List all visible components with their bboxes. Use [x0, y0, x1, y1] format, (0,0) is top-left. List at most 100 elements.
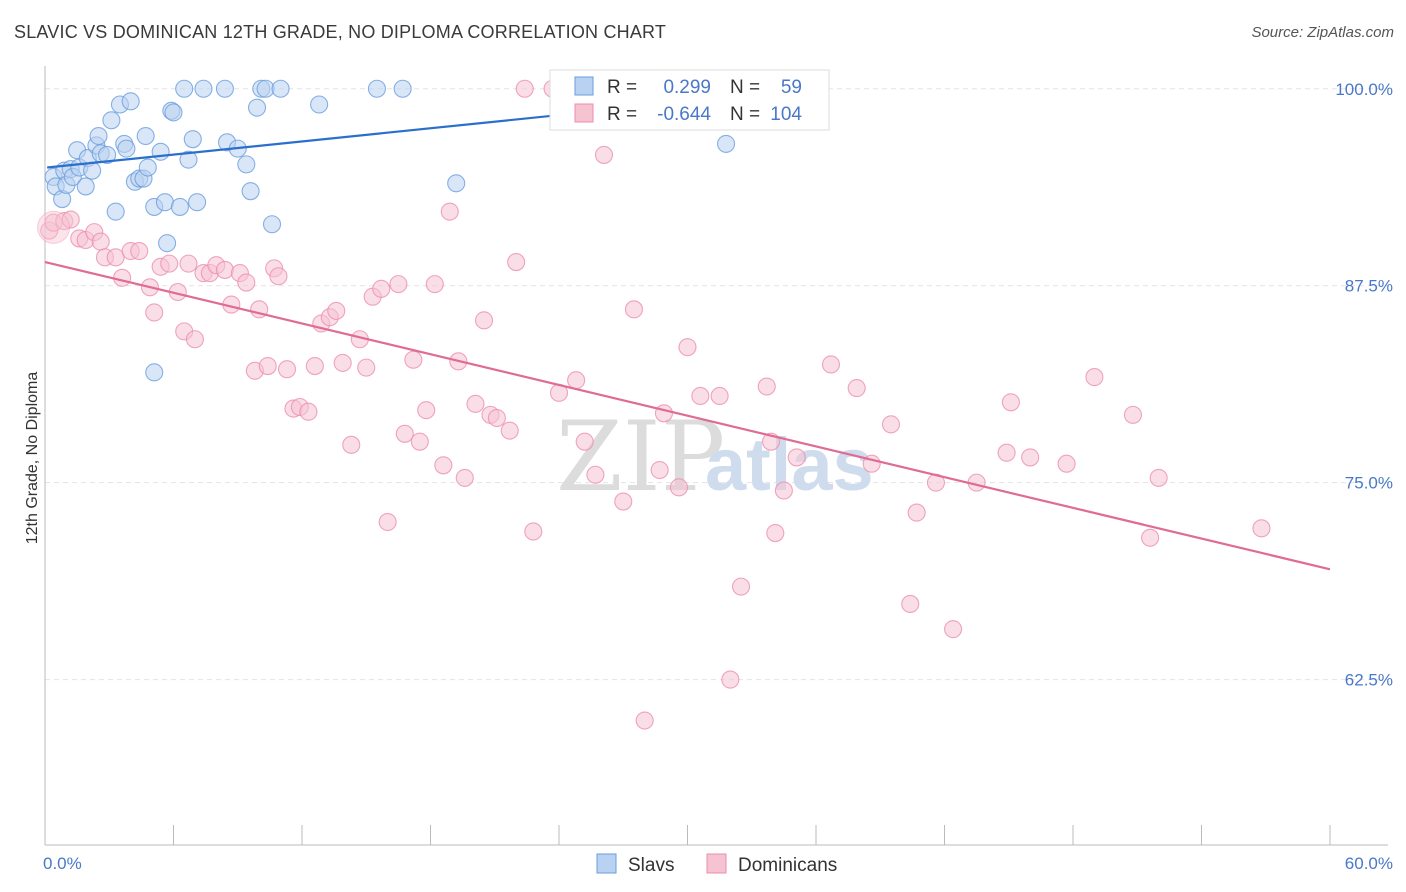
stats-r-value-slavs: 0.299	[663, 77, 711, 98]
point-slavs-33	[170, 197, 189, 216]
axes	[44, 66, 1388, 846]
point-slavs-53	[716, 134, 736, 153]
point-dominicans-100	[1057, 454, 1076, 473]
point-dominicans-61	[487, 408, 506, 428]
stats-r-label-slavs: R =	[607, 77, 637, 98]
point-dominicans-59	[474, 311, 494, 330]
point-dominicans-74	[635, 711, 654, 730]
point-dominicans-82	[731, 577, 751, 596]
y-tick-label-2: 75.0%	[1345, 474, 1393, 493]
point-slavs-29	[155, 193, 174, 212]
watermark: ZIP atlas	[556, 401, 874, 513]
point-dominicans-14	[145, 303, 164, 322]
point-dominicans-55	[440, 202, 459, 221]
stats-swatch-dominicans	[574, 103, 594, 123]
point-dominicans-52	[417, 401, 436, 420]
point-slavs-20	[117, 139, 136, 158]
legend-swatch-dominicans	[706, 853, 727, 874]
point-dominicans-3	[61, 210, 80, 229]
stats-legend: R = 0.299 N = 59 R = -0.644 N = 104	[549, 69, 830, 131]
legend-label-dominicans: Dominicans	[738, 855, 837, 876]
watermark-zip: ZIP	[556, 401, 725, 513]
point-dominicans-102	[1123, 405, 1143, 424]
point-dominicans-33	[277, 360, 297, 379]
point-slavs-17	[106, 202, 125, 221]
stats-r-label-dominicans: R =	[607, 104, 637, 125]
point-dominicans-63	[507, 253, 526, 272]
point-dominicans-16	[160, 254, 179, 273]
point-dominicans-27	[237, 273, 256, 292]
point-dominicans-81	[721, 670, 740, 689]
point-cluster-dominicans	[37, 210, 71, 244]
point-slavs-38	[194, 79, 213, 98]
point-slavs-43	[241, 182, 260, 201]
point-dominicans-50	[404, 350, 423, 369]
y-tick-label-0: 100.0%	[1335, 80, 1393, 99]
x-tick-label-1: 60.0%	[1345, 854, 1393, 873]
point-dominicans-51	[410, 432, 429, 451]
point-dominicans-68	[567, 371, 586, 390]
point-dominicans-91	[881, 415, 901, 434]
point-dominicans-47	[378, 512, 397, 532]
point-slavs-36	[183, 130, 202, 149]
point-slavs-21	[121, 92, 140, 111]
point-slavs-48	[271, 79, 290, 98]
point-slavs-51	[393, 79, 412, 98]
point-dominicans-64	[515, 79, 534, 98]
point-dominicans-103	[1141, 528, 1160, 547]
point-dominicans-7	[91, 232, 110, 251]
point-slavs-44	[247, 98, 267, 117]
tick-labels: 100.0% 87.5% 75.0% 62.5% 0.0% 60.0%	[43, 80, 1393, 873]
point-dominicans-46	[372, 279, 391, 298]
gridlines	[45, 88, 1388, 681]
point-slavs-34	[175, 79, 194, 98]
y-tick-label-3: 62.5%	[1345, 671, 1393, 690]
point-dominicans-77	[669, 478, 688, 497]
legend-label-slavs: Slavs	[628, 855, 674, 876]
point-dominicans-76	[654, 404, 673, 423]
point-dominicans-104	[1149, 468, 1168, 487]
point-slavs-25	[136, 126, 155, 146]
stats-swatch-slavs	[574, 76, 594, 96]
point-slavs-39	[215, 79, 234, 98]
point-dominicans-88	[821, 355, 841, 374]
point-slavs-16	[102, 111, 121, 130]
point-slavs-35	[179, 150, 198, 169]
point-dominicans-42	[342, 435, 361, 454]
point-dominicans-72	[614, 492, 633, 511]
point-slavs-52	[447, 174, 466, 193]
stats-n-value-slavs: 59	[781, 77, 802, 98]
y-axis-label: 12th Grade, No Diploma	[24, 372, 41, 545]
point-dominicans-10	[113, 268, 132, 287]
point-dominicans-37	[305, 356, 324, 376]
stats-n-label-dominicans: N =	[730, 104, 760, 125]
point-dominicans-30	[258, 356, 277, 376]
point-dominicans-85	[766, 523, 785, 543]
point-dominicans-87	[787, 448, 806, 467]
point-dominicans-97	[997, 443, 1016, 462]
point-slavs-50	[367, 79, 387, 98]
point-dominicans-20	[185, 330, 204, 349]
series-legend: Slavs Dominicans	[596, 853, 837, 876]
stats-n-value-dominicans: 104	[770, 104, 802, 125]
point-dominicans-49	[395, 424, 414, 443]
chart-source: Source: ZipAtlas.com	[1251, 24, 1394, 41]
point-dominicans-36	[299, 402, 318, 421]
point-dominicans-62	[500, 421, 519, 440]
point-slavs-32	[164, 103, 183, 122]
point-dominicans-101	[1085, 368, 1104, 387]
point-dominicans-57	[455, 468, 474, 487]
data-points	[37, 79, 1271, 730]
chart-title: SLAVIC VS DOMINICAN 12TH GRADE, NO DIPLO…	[14, 22, 667, 42]
point-dominicans-32	[269, 267, 288, 286]
point-slavs-54	[145, 363, 164, 382]
stats-r-value-dominicans: -0.644	[657, 104, 711, 125]
point-dominicans-105	[1252, 519, 1271, 538]
point-dominicans-73	[624, 300, 644, 319]
point-dominicans-69	[575, 432, 594, 451]
trend-line-dominicans	[44, 260, 1331, 571]
point-dominicans-75	[650, 460, 669, 480]
point-dominicans-65	[524, 522, 543, 541]
point-dominicans-41	[333, 353, 352, 372]
